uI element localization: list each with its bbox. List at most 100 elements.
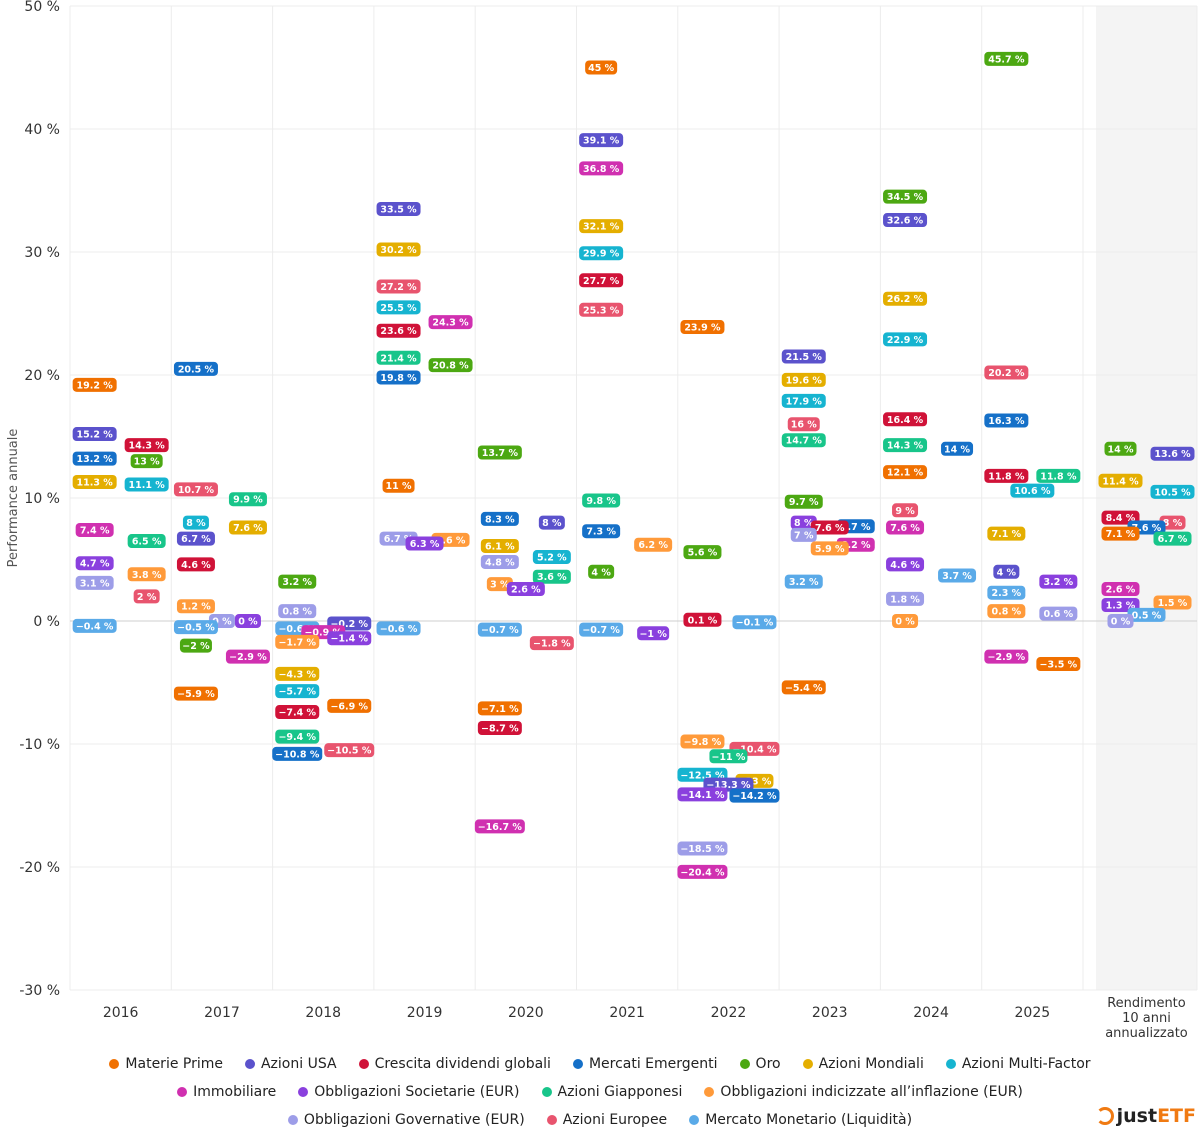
- data-label: 20.2 %: [984, 366, 1028, 380]
- legend-dot-icon: [109, 1059, 119, 1069]
- data-label: 8 %: [183, 516, 209, 530]
- data-label-text: −0.7 %: [481, 625, 519, 636]
- data-label: 45 %: [585, 61, 617, 75]
- x-tick-label: 2018: [305, 1005, 341, 1021]
- data-label: 25.5 %: [377, 300, 421, 314]
- data-label: 27.7 %: [579, 273, 623, 287]
- legend-row: Obbligazioni Governative (EUR) Azioni Eur…: [0, 1106, 1200, 1134]
- data-label: 2.3 %: [987, 586, 1025, 600]
- y-tick-label: -10 %: [19, 737, 60, 753]
- data-label: 3.2 %: [785, 575, 823, 589]
- data-label-text: 0 %: [895, 617, 915, 628]
- data-label-text: 39.1 %: [583, 136, 620, 147]
- data-label: 10.7 %: [174, 482, 218, 496]
- legend-dot-icon: [803, 1059, 813, 1069]
- data-label: 6.1 %: [481, 539, 519, 553]
- data-label-text: 11.4 %: [1102, 476, 1139, 487]
- legend-item[interactable]: Materie Prime: [109, 1056, 223, 1072]
- legend-item[interactable]: Obbligazioni Societarie (EUR): [298, 1084, 519, 1100]
- legend-item[interactable]: Oro: [740, 1056, 781, 1072]
- data-label-text: 27.7 %: [583, 276, 620, 287]
- data-label: −9.4 %: [275, 730, 319, 744]
- data-label-text: 14.7 %: [786, 436, 823, 447]
- data-label-text: 7.4 %: [80, 525, 110, 536]
- legend-item[interactable]: Immobiliare: [177, 1084, 276, 1100]
- data-label-text: 8 %: [1163, 518, 1183, 529]
- data-label: 0.6 %: [1039, 607, 1077, 621]
- data-label-text: 29.9 %: [583, 249, 620, 260]
- legend-label: Azioni Europee: [563, 1112, 667, 1128]
- legend-item[interactable]: Mercati Emergenti: [573, 1056, 718, 1072]
- x-tick-label: 2017: [204, 1005, 240, 1021]
- y-axis-label: Performance annuale: [6, 429, 21, 568]
- data-label-text: 0.6 %: [1044, 609, 1074, 620]
- legend-item[interactable]: Azioni Mondiali: [803, 1056, 924, 1072]
- data-label-text: 5.9 %: [815, 544, 845, 555]
- data-label: 29.9 %: [579, 246, 623, 260]
- data-label-text: 12.1 %: [887, 468, 924, 479]
- data-label: −5.4 %: [782, 680, 826, 694]
- data-label-text: 2.3 %: [992, 588, 1022, 599]
- data-label: −0.4 %: [73, 619, 117, 633]
- data-label-text: −1 %: [639, 629, 667, 640]
- data-label: 14.7 %: [782, 433, 826, 447]
- data-label-text: −14.2 %: [732, 791, 777, 802]
- legend-item[interactable]: Azioni Europee: [547, 1112, 667, 1128]
- data-label: 2 %: [134, 589, 160, 603]
- legend-label: Mercati Emergenti: [589, 1056, 718, 1072]
- data-label-text: 11.8 %: [988, 471, 1025, 482]
- data-label-text: 11.8 %: [1040, 471, 1077, 482]
- data-label-text: 9.9 %: [233, 495, 263, 506]
- legend-item[interactable]: Crescita dividendi globali: [359, 1056, 551, 1072]
- data-label: 16.4 %: [883, 412, 927, 426]
- data-label: 21.4 %: [377, 351, 421, 365]
- legend-item[interactable]: Obbligazioni indicizzate all’inflazione …: [704, 1084, 1022, 1100]
- data-label: 3.2 %: [278, 575, 316, 589]
- legend-label: Materie Prime: [125, 1056, 223, 1072]
- logo-text: just: [1117, 1105, 1157, 1127]
- data-label-text: 24.3 %: [432, 318, 469, 329]
- data-label-text: −10.5 %: [327, 746, 372, 757]
- y-axis: 50 %40 %30 %20 %10 %0 %-10 %-20 %-30 %: [19, 0, 60, 999]
- data-label: 12.1 %: [883, 465, 927, 479]
- data-label-text: 9.7 %: [789, 497, 819, 508]
- data-label-text: 3.1 %: [80, 578, 110, 589]
- data-label-text: −7.1 %: [481, 704, 519, 715]
- legend-label: Immobiliare: [193, 1084, 276, 1100]
- legend-item[interactable]: Azioni Multi-Factor: [946, 1056, 1091, 1072]
- legend-item[interactable]: Mercato Monetario (Liquidità): [689, 1112, 912, 1128]
- data-label: 7.6 %: [229, 521, 267, 535]
- data-label: 17.9 %: [782, 394, 826, 408]
- data-label: 25.3 %: [579, 303, 623, 317]
- data-label: −3.5 %: [1036, 657, 1080, 671]
- data-label: −1.4 %: [327, 631, 371, 645]
- data-label: −5.9 %: [174, 687, 218, 701]
- data-label-text: 32.1 %: [583, 222, 620, 233]
- data-label: 11.8 %: [984, 469, 1028, 483]
- data-label: −20.4 %: [677, 865, 727, 879]
- data-label: 33.5 %: [377, 202, 421, 216]
- data-label: 13.7 %: [478, 445, 522, 459]
- data-label: 8.3 %: [481, 512, 519, 526]
- legend-dot-icon: [704, 1087, 714, 1097]
- data-label: −2 %: [180, 639, 212, 653]
- data-label: 11 %: [383, 479, 415, 493]
- data-label-text: 20.8 %: [432, 361, 469, 372]
- legend-dot-icon: [298, 1087, 308, 1097]
- legend-item[interactable]: Obbligazioni Governative (EUR): [288, 1112, 525, 1128]
- data-label-text: 1.8 %: [890, 594, 920, 605]
- data-label: 0.8 %: [987, 604, 1025, 618]
- data-label-text: −4.3 %: [278, 669, 316, 680]
- data-label: 14.3 %: [883, 438, 927, 452]
- data-label-text: −8.7 %: [481, 724, 519, 735]
- data-label-text: 2 %: [137, 592, 157, 603]
- legend-item[interactable]: Azioni USA: [245, 1056, 337, 1072]
- data-label-text: 30.2 %: [380, 245, 417, 256]
- data-label-text: −20.4 %: [680, 867, 725, 878]
- data-label: 13.2 %: [73, 452, 117, 466]
- data-label: 21.5 %: [782, 350, 826, 364]
- data-label-text: −2.9 %: [988, 652, 1026, 663]
- legend-item[interactable]: Azioni Giapponesi: [542, 1084, 683, 1100]
- data-label-text: −1.7 %: [278, 637, 316, 648]
- y-tick-label: -30 %: [19, 983, 60, 999]
